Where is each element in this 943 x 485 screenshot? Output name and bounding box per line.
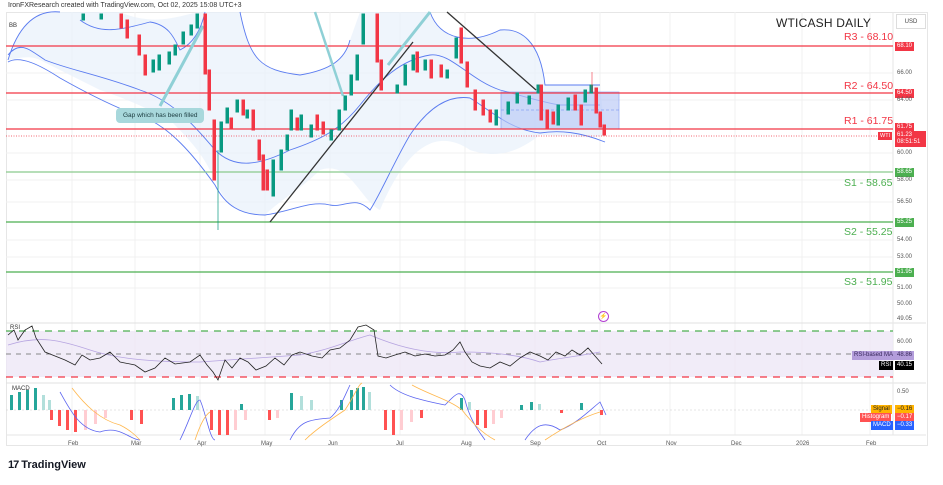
current-price-tag: 61.23 08:51:51 bbox=[895, 131, 926, 147]
price-axis-tick: 64.00 bbox=[897, 97, 913, 103]
s3-label: S3 - 51.95 bbox=[844, 276, 893, 288]
s2-label: S2 - 55.25 bbox=[844, 226, 893, 238]
symbol-price-tag: WTI bbox=[878, 132, 893, 140]
symbol-title: WTICASH DAILY bbox=[776, 16, 872, 30]
price-axis-tick: 51.00 bbox=[897, 285, 913, 291]
rsi-legend: RSI bbox=[879, 361, 894, 370]
s2-price-tag: 55.25 bbox=[895, 218, 915, 227]
histogram-legend: Histogram bbox=[860, 413, 892, 422]
macd-pane-label[interactable]: MACD bbox=[12, 386, 30, 392]
time-axis-label: Jun bbox=[328, 441, 338, 447]
candles bbox=[81, 13, 606, 230]
rsi-ma-value: 48.86 bbox=[895, 351, 915, 360]
rsi-line bbox=[7, 324, 603, 381]
r2-price-tag: 64.50 bbox=[895, 89, 915, 98]
r3-label: R3 - 68.10 bbox=[844, 31, 894, 43]
macd-legend: MACD bbox=[871, 421, 893, 430]
histogram-value: −0.17 bbox=[895, 413, 915, 422]
time-axis-label: Oct bbox=[597, 441, 607, 447]
bollinger-band-fill bbox=[8, 11, 605, 215]
time-axis-label: Feb bbox=[68, 441, 79, 447]
time-axis-label: Dec bbox=[731, 441, 742, 447]
bar-countdown: 08:51:51 bbox=[897, 139, 921, 145]
price-axis-tick: 58.00 bbox=[897, 177, 913, 183]
time-axis-label: Nov bbox=[666, 441, 677, 447]
macd-histogram bbox=[10, 387, 603, 435]
brand-name: TradingView bbox=[21, 459, 86, 471]
descending-trendline bbox=[446, 11, 537, 91]
rsi-axis-tick: 60.00 bbox=[897, 339, 913, 345]
r1-price-tag: 61.75 bbox=[895, 123, 915, 132]
time-axis-label: Jul bbox=[396, 441, 404, 447]
gap-annotation[interactable]: Gap which has been filled bbox=[116, 108, 205, 123]
chart-frame bbox=[6, 12, 928, 446]
bb-indicator-label[interactable]: BB bbox=[9, 23, 18, 29]
s3-price-tag: 51.95 bbox=[895, 268, 915, 277]
macd-value: −0.33 bbox=[895, 421, 915, 430]
rsi-ma-line bbox=[7, 334, 601, 363]
signal-line bbox=[71, 382, 601, 441]
time-axis-label: Mar bbox=[131, 441, 142, 447]
price-axis-tick: 56.50 bbox=[897, 199, 913, 205]
tradingview-logo[interactable]: 17 TradingView bbox=[8, 459, 86, 471]
tradingview-mark-icon: 17 bbox=[8, 459, 19, 471]
ascending-trendline bbox=[269, 41, 414, 223]
s1-price-tag: 58.65 bbox=[895, 168, 915, 177]
time-axis-label: May bbox=[261, 441, 273, 447]
s1-label: S1 - 58.65 bbox=[844, 177, 893, 189]
price-axis-tick: 49.05 bbox=[897, 316, 913, 322]
price-axis-tick: 66.00 bbox=[897, 70, 913, 76]
rsi-pane-label[interactable]: RSI bbox=[10, 325, 21, 331]
rsi-ma-legend: RSI-based MA bbox=[852, 351, 896, 360]
r2-label: R2 - 64.50 bbox=[844, 80, 894, 92]
attribution-text: IronFXResearch created with TradingView.… bbox=[8, 2, 242, 9]
currency-selector[interactable]: USD bbox=[896, 14, 926, 29]
macd-axis-tick: 0.50 bbox=[897, 389, 909, 395]
price-axis-tick: 53.00 bbox=[897, 254, 913, 260]
price-axis-tick: 50.00 bbox=[897, 301, 913, 307]
r1-label: R1 - 61.75 bbox=[844, 115, 894, 127]
price-axis-tick: 54.00 bbox=[897, 237, 913, 243]
time-axis-label: Feb bbox=[866, 441, 877, 447]
price-axis-tick: 60.00 bbox=[897, 150, 913, 156]
macd-line bbox=[59, 384, 607, 441]
time-axis-label: Apr bbox=[197, 441, 207, 447]
support-lines bbox=[6, 171, 893, 273]
time-axis-label: Aug bbox=[461, 441, 472, 447]
signal-value: −0.16 bbox=[895, 405, 915, 414]
rsi-value: 40.15 bbox=[895, 361, 915, 370]
r3-price-tag: 68.10 bbox=[895, 42, 915, 51]
signal-legend: Signal bbox=[871, 405, 892, 414]
economic-events-icon[interactable]: ⚡ bbox=[598, 311, 609, 322]
current-price-value: 61.23 bbox=[897, 132, 913, 138]
time-axis-label: Sep bbox=[530, 441, 541, 447]
resistance-lines bbox=[6, 45, 893, 130]
time-axis-label: 2026 bbox=[796, 441, 810, 447]
